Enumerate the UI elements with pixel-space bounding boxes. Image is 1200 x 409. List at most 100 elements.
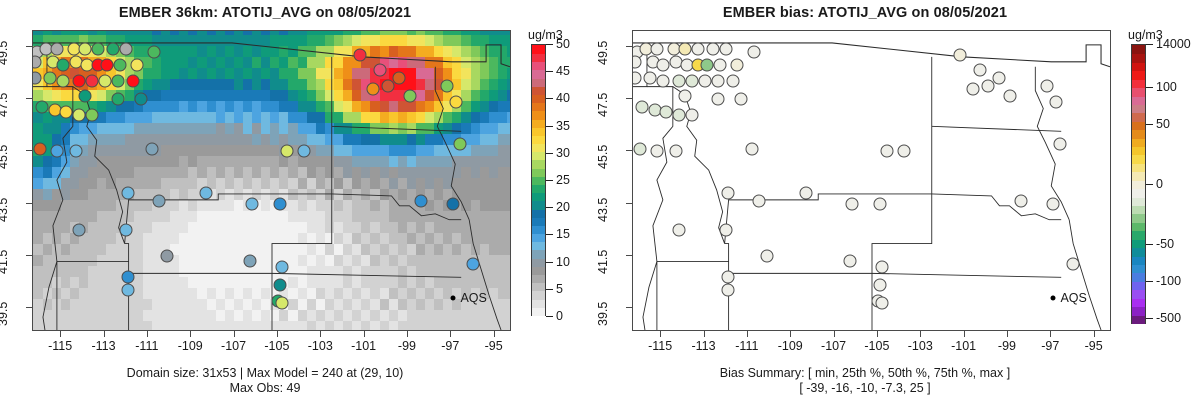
bias-marker[interactable] bbox=[1003, 89, 1017, 103]
observation-marker[interactable] bbox=[50, 144, 64, 158]
bias-marker[interactable] bbox=[992, 71, 1006, 85]
observation-marker[interactable] bbox=[273, 278, 287, 292]
bias-marker[interactable] bbox=[873, 278, 887, 292]
observation-marker[interactable] bbox=[111, 92, 125, 106]
observation-marker[interactable] bbox=[78, 42, 92, 56]
observation-marker[interactable] bbox=[121, 186, 135, 200]
observation-marker[interactable] bbox=[440, 79, 454, 93]
bias-marker[interactable] bbox=[760, 249, 774, 263]
observation-marker[interactable] bbox=[130, 58, 144, 72]
observation-marker[interactable] bbox=[72, 108, 86, 122]
observation-marker[interactable] bbox=[119, 223, 133, 237]
observation-marker[interactable] bbox=[275, 260, 289, 274]
bias-marker[interactable] bbox=[880, 144, 894, 158]
bias-marker[interactable] bbox=[897, 144, 911, 158]
bias-marker[interactable] bbox=[669, 144, 683, 158]
observation-marker[interactable] bbox=[50, 42, 64, 56]
bias-marker[interactable] bbox=[875, 260, 889, 274]
bias-marker[interactable] bbox=[875, 296, 889, 310]
observation-marker[interactable] bbox=[56, 74, 70, 88]
bias-marker[interactable] bbox=[734, 92, 748, 106]
observation-marker[interactable] bbox=[119, 42, 133, 56]
observation-marker[interactable] bbox=[366, 82, 380, 96]
observation-marker[interactable] bbox=[85, 108, 99, 122]
bias-marker[interactable] bbox=[691, 42, 705, 56]
observation-marker[interactable] bbox=[243, 254, 257, 268]
observation-marker[interactable] bbox=[78, 89, 92, 103]
bias-marker[interactable] bbox=[659, 105, 672, 119]
bias-marker[interactable] bbox=[650, 42, 664, 56]
observation-marker[interactable] bbox=[160, 249, 174, 263]
bias-marker[interactable] bbox=[845, 197, 859, 211]
bias-marker[interactable] bbox=[633, 55, 642, 69]
bias-marker[interactable] bbox=[981, 79, 995, 93]
bias-marker[interactable] bbox=[726, 74, 740, 88]
observation-marker[interactable] bbox=[43, 71, 57, 85]
bias-marker[interactable] bbox=[873, 197, 887, 211]
bias-marker[interactable] bbox=[973, 63, 987, 77]
observation-marker[interactable] bbox=[91, 42, 105, 56]
observation-marker[interactable] bbox=[134, 92, 148, 106]
bias-marker[interactable] bbox=[713, 58, 727, 72]
bias-marker[interactable] bbox=[672, 108, 686, 122]
bias-marker[interactable] bbox=[700, 58, 714, 72]
bias-marker[interactable] bbox=[711, 92, 725, 106]
observation-marker[interactable] bbox=[72, 74, 86, 88]
bias-marker[interactable] bbox=[721, 283, 735, 297]
observation-marker[interactable] bbox=[466, 257, 480, 271]
observation-marker[interactable] bbox=[392, 71, 406, 85]
observation-marker[interactable] bbox=[85, 74, 99, 88]
bias-marker[interactable] bbox=[843, 254, 857, 268]
observation-marker[interactable] bbox=[56, 58, 70, 72]
bias-marker[interactable] bbox=[719, 223, 733, 237]
bias-marker[interactable] bbox=[730, 58, 744, 72]
observation-marker[interactable] bbox=[69, 144, 83, 158]
bias-marker[interactable] bbox=[1014, 194, 1028, 208]
observation-marker[interactable] bbox=[33, 142, 46, 156]
observation-marker[interactable] bbox=[121, 270, 135, 284]
observation-marker[interactable] bbox=[33, 71, 42, 85]
bias-marker[interactable] bbox=[635, 100, 649, 114]
bias-marker[interactable] bbox=[1046, 197, 1060, 211]
bias-marker[interactable] bbox=[678, 42, 692, 56]
model-map-plot[interactable]: AQS bbox=[32, 30, 511, 331]
bias-marker[interactable] bbox=[721, 186, 735, 200]
observation-marker[interactable] bbox=[33, 55, 42, 69]
bias-marker[interactable] bbox=[698, 74, 712, 88]
bias-marker[interactable] bbox=[633, 142, 646, 156]
observation-marker[interactable] bbox=[106, 42, 120, 56]
bias-marker[interactable] bbox=[711, 74, 725, 88]
bias-marker[interactable] bbox=[656, 74, 670, 88]
observation-marker[interactable] bbox=[59, 105, 72, 119]
bias-marker[interactable] bbox=[643, 71, 657, 85]
bias-marker[interactable] bbox=[650, 144, 664, 158]
observation-marker[interactable] bbox=[126, 74, 140, 88]
bias-marker[interactable] bbox=[685, 74, 699, 88]
observation-marker[interactable] bbox=[100, 58, 114, 72]
observation-marker[interactable] bbox=[72, 223, 86, 237]
observation-marker[interactable] bbox=[297, 144, 311, 158]
bias-marker[interactable] bbox=[672, 74, 686, 88]
observation-marker[interactable] bbox=[113, 58, 127, 72]
bias-marker[interactable] bbox=[721, 270, 735, 284]
bias-marker[interactable] bbox=[1053, 137, 1067, 151]
observation-marker[interactable] bbox=[152, 194, 166, 208]
observation-marker[interactable] bbox=[446, 197, 460, 211]
bias-marker[interactable] bbox=[672, 223, 686, 237]
observation-marker[interactable] bbox=[353, 48, 367, 62]
observation-marker[interactable] bbox=[403, 89, 417, 103]
observation-marker[interactable] bbox=[275, 296, 289, 310]
bias-marker[interactable] bbox=[752, 194, 766, 208]
observation-marker[interactable] bbox=[273, 197, 287, 211]
bias-marker[interactable] bbox=[1049, 95, 1063, 109]
observation-marker[interactable] bbox=[35, 100, 49, 114]
bias-marker[interactable] bbox=[799, 186, 813, 200]
observation-marker[interactable] bbox=[111, 74, 125, 88]
observation-marker[interactable] bbox=[280, 144, 294, 158]
bias-marker[interactable] bbox=[656, 58, 670, 72]
bias-marker[interactable] bbox=[747, 45, 761, 59]
observation-marker[interactable] bbox=[145, 142, 159, 156]
observation-marker[interactable] bbox=[98, 74, 112, 88]
bias-marker[interactable] bbox=[685, 108, 699, 122]
observation-marker[interactable] bbox=[245, 197, 259, 211]
